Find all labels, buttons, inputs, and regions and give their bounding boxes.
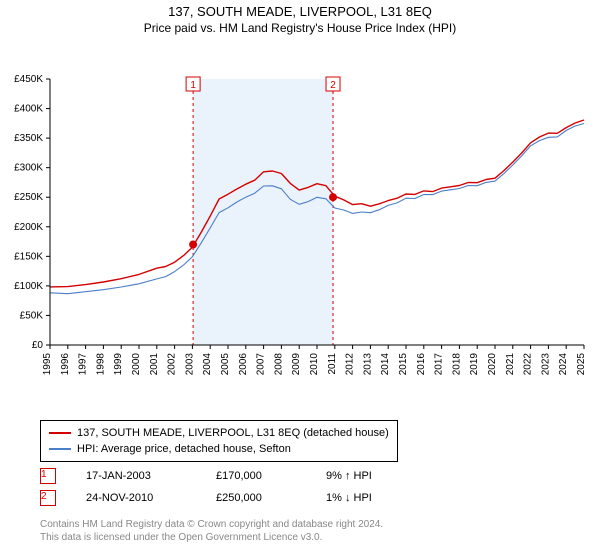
sales-table: 1 17-JAN-2003 £170,000 9% ↑ HPI 2 24-NOV-2010… — [40, 468, 372, 512]
legend-label: 137, SOUTH MEADE, LIVERPOOL, L31 8EQ (de… — [77, 425, 389, 441]
svg-text:2000: 2000 — [131, 353, 142, 376]
svg-text:2012: 2012 — [345, 353, 356, 376]
svg-text:1997: 1997 — [78, 353, 89, 376]
svg-text:2023: 2023 — [540, 353, 551, 376]
legend-label: HPI: Average price, detached house, Seft… — [77, 441, 291, 457]
legend-row: 137, SOUTH MEADE, LIVERPOOL, L31 8EQ (de… — [49, 425, 389, 441]
svg-text:£400K: £400K — [14, 104, 43, 115]
sale-price: £250,000 — [216, 492, 296, 504]
svg-text:£0: £0 — [32, 340, 44, 351]
svg-text:£350K: £350K — [14, 133, 43, 144]
svg-text:2013: 2013 — [362, 353, 373, 376]
svg-text:2017: 2017 — [434, 353, 445, 376]
price-chart: £0 £50K £100K £150K £200K £250K £300K £350K £400… — [0, 35, 600, 395]
sale-row: 1 17-JAN-2003 £170,000 9% ↑ HPI — [40, 468, 372, 484]
svg-text:£50K: £50K — [20, 310, 44, 321]
svg-text:2008: 2008 — [273, 353, 284, 376]
svg-text:1999: 1999 — [113, 353, 124, 376]
svg-text:2003: 2003 — [184, 353, 195, 376]
chart-container: 137, SOUTH MEADE, LIVERPOOL, L31 8EQ Pri… — [0, 0, 600, 560]
svg-text:£450K: £450K — [14, 74, 43, 85]
footer-line-1: Contains HM Land Registry data © Crown c… — [40, 518, 383, 531]
footer-attribution: Contains HM Land Registry data © Crown c… — [40, 518, 383, 544]
sale-price: £170,000 — [216, 470, 296, 482]
svg-text:2018: 2018 — [451, 353, 462, 376]
svg-text:£200K: £200K — [14, 222, 43, 233]
legend-swatch — [49, 432, 71, 434]
svg-text:2007: 2007 — [256, 353, 267, 376]
svg-text:2009: 2009 — [291, 353, 302, 376]
svg-text:£300K: £300K — [14, 163, 43, 174]
svg-text:2004: 2004 — [202, 353, 213, 376]
legend: 137, SOUTH MEADE, LIVERPOOL, L31 8EQ (de… — [40, 420, 398, 462]
svg-text:2014: 2014 — [380, 353, 391, 376]
sale-delta: 1% ↓ HPI — [326, 492, 372, 504]
svg-text:2001: 2001 — [149, 353, 160, 376]
sale-delta: 9% ↑ HPI — [326, 470, 372, 482]
svg-text:1998: 1998 — [95, 353, 106, 376]
svg-text:2: 2 — [330, 80, 336, 91]
svg-text:2025: 2025 — [576, 353, 587, 376]
footer-line-2: This data is licensed under the Open Gov… — [40, 531, 383, 544]
svg-text:1996: 1996 — [60, 353, 71, 376]
svg-text:2006: 2006 — [238, 353, 249, 376]
chart-subtitle: Price paid vs. HM Land Registry's House … — [0, 19, 600, 35]
legend-swatch — [49, 448, 71, 450]
svg-text:1: 1 — [190, 80, 196, 91]
svg-text:2010: 2010 — [309, 353, 320, 376]
svg-text:£150K: £150K — [14, 251, 43, 262]
sale-date: 17-JAN-2003 — [86, 470, 186, 482]
sale-marker: 2 — [40, 490, 56, 506]
chart-title: 137, SOUTH MEADE, LIVERPOOL, L31 8EQ — [0, 0, 600, 19]
svg-text:2011: 2011 — [327, 353, 338, 375]
sale-row: 2 24-NOV-2010 £250,000 1% ↓ HPI — [40, 490, 372, 506]
svg-text:2021: 2021 — [505, 353, 516, 376]
sale-date: 24-NOV-2010 — [86, 492, 186, 504]
svg-text:2019: 2019 — [469, 353, 480, 376]
svg-text:£250K: £250K — [14, 192, 43, 203]
svg-text:£100K: £100K — [14, 281, 43, 292]
svg-text:2002: 2002 — [167, 353, 178, 376]
svg-text:2015: 2015 — [398, 353, 409, 376]
svg-text:1995: 1995 — [42, 353, 53, 376]
svg-text:2005: 2005 — [220, 353, 231, 376]
svg-text:2022: 2022 — [523, 353, 534, 376]
sale-marker: 1 — [40, 468, 56, 484]
svg-text:2016: 2016 — [416, 353, 427, 376]
svg-text:2020: 2020 — [487, 353, 498, 376]
legend-row: HPI: Average price, detached house, Seft… — [49, 441, 389, 457]
svg-text:2024: 2024 — [558, 353, 569, 376]
